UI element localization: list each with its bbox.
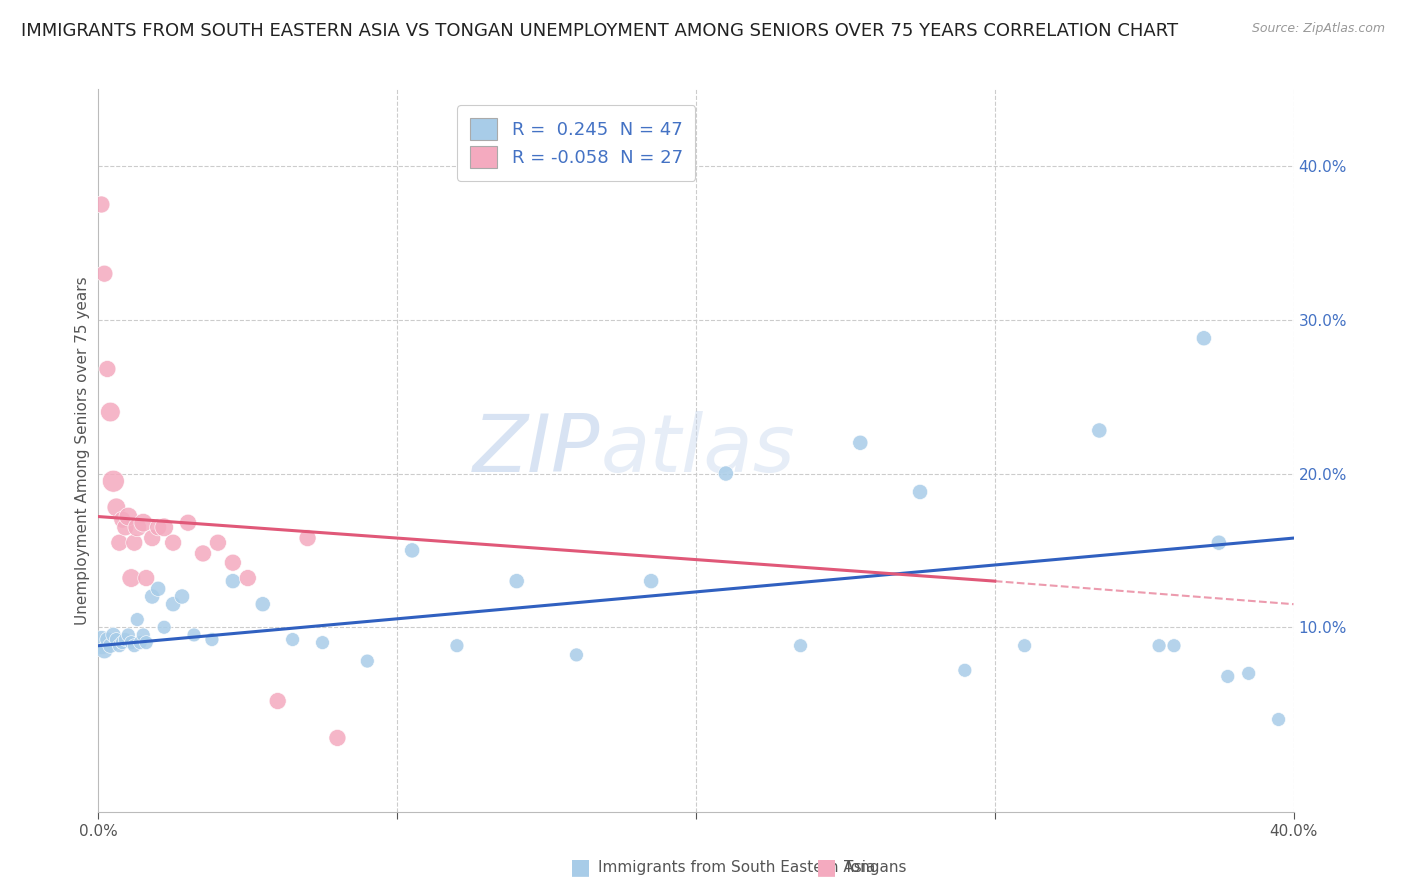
Text: Immigrants from South Eastern Asia: Immigrants from South Eastern Asia [598,860,875,874]
Point [114,520,136,534]
Point [148,582,170,596]
Point [111,513,134,527]
Point [108,639,131,653]
Point [132,516,155,530]
Text: Tongans: Tongans [844,860,905,874]
Point [135,635,157,649]
Point [129,635,152,649]
Point [1014,639,1036,653]
Point [1216,669,1239,683]
Point [162,597,184,611]
Point [183,628,205,642]
Point [565,648,588,662]
Point [789,639,811,653]
Point [98,639,122,653]
Point [127,520,149,534]
Point [207,535,229,549]
Point [141,531,163,545]
Point [111,635,134,649]
Point [148,520,170,534]
Point [90,635,112,649]
Point [162,535,184,549]
Text: ■: ■ [815,857,837,877]
Text: ■: ■ [569,857,591,877]
Point [236,571,259,585]
Text: IMMIGRANTS FROM SOUTH EASTERN ASIA VS TONGAN UNEMPLOYMENT AMONG SENIORS OVER 75 : IMMIGRANTS FROM SOUTH EASTERN ASIA VS TO… [21,22,1178,40]
Point [640,574,662,588]
Point [849,435,872,450]
Point [1163,639,1185,653]
Point [153,620,176,634]
Point [401,543,423,558]
Point [1267,713,1289,727]
Point [96,632,118,647]
Point [191,546,214,560]
Point [114,632,136,647]
Point [93,643,115,657]
Point [96,362,118,376]
Point [1208,535,1230,549]
Point [311,635,333,649]
Point [135,571,157,585]
Point [172,590,194,604]
Point [120,571,142,585]
Point [714,467,737,481]
Point [141,590,163,604]
Point [222,556,245,570]
Point [105,500,128,515]
Y-axis label: Unemployment Among Seniors over 75 years: Unemployment Among Seniors over 75 years [75,277,90,624]
Point [124,639,146,653]
Point [120,635,142,649]
Point [1088,424,1111,438]
Point [201,632,224,647]
Point [908,485,931,500]
Point [252,597,274,611]
Point [1147,639,1170,653]
Text: Source: ZipAtlas.com: Source: ZipAtlas.com [1251,22,1385,36]
Point [108,535,131,549]
Point [98,405,122,419]
Point [326,731,349,745]
Point [1237,666,1260,681]
Text: atlas: atlas [600,411,796,490]
Point [356,654,378,668]
Point [90,197,112,211]
Point [103,628,125,642]
Point [267,694,290,708]
Point [117,628,139,642]
Point [127,613,149,627]
Point [281,632,304,647]
Point [93,267,115,281]
Point [117,509,139,524]
Point [103,474,125,488]
Point [1192,331,1215,345]
Point [222,574,245,588]
Point [953,663,976,677]
Point [446,639,468,653]
Point [506,574,529,588]
Text: ZIP: ZIP [472,411,600,490]
Point [105,632,128,647]
Point [124,535,146,549]
Point [132,628,155,642]
Point [153,520,176,534]
Legend: R =  0.245  N = 47, R = -0.058  N = 27: R = 0.245 N = 47, R = -0.058 N = 27 [457,105,696,181]
Point [297,531,319,545]
Point [177,516,200,530]
